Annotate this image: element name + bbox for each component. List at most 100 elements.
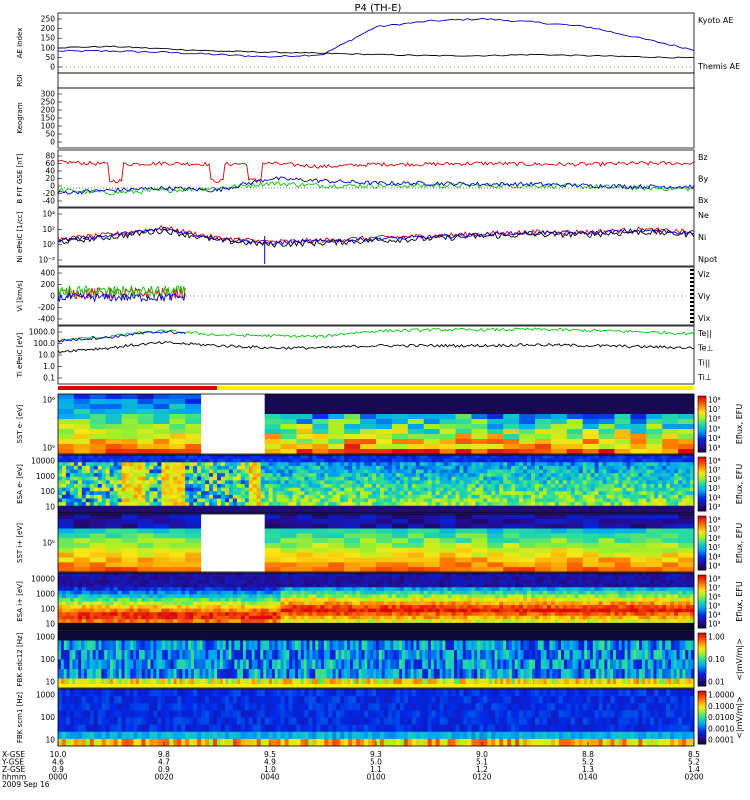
xtick-label: 4.7 [158,758,170,767]
colorbar-tick: 1.00 [708,633,725,642]
ytick-sst_e: 10⁵ [42,444,55,453]
series-ti-perp [57,327,695,343]
xaxis-row-label: Y-GSE [1,758,24,767]
colorbar-tick: 10⁸ [708,457,721,466]
ytick-esa_i: 10000 [31,575,55,584]
colorbar-label: Eflux, EFU [735,523,744,564]
ytick-ti: 1.0 [43,362,55,371]
ytick-fbk_e: 10 [45,678,55,687]
xtick-label: 0040 [260,773,279,782]
colorbar-tick: 10⁸ [708,396,721,405]
xtick-label: 4.9 [264,758,276,767]
ytick-keogram: 100 [41,122,56,131]
spectrogram-esa_i [58,573,695,631]
legend-vi: Viy [698,292,711,301]
spectrogram-esa_e [58,455,695,514]
panel-ti: Ti ePeiC [eV] 1000.0 100.0 10.0 1.0 0.1 Te|| Te… [16,325,713,385]
xtick-label: 9.0 [476,750,488,759]
colorbar-tick: 0.0010 [708,724,734,733]
xtick-label: 0120 [472,773,491,782]
colorbar-tick: 0.1000 [708,702,734,711]
ytick-fbk_e: 100 [41,655,56,664]
legend-ni: Ne [698,211,709,220]
ytick-ti: 0.1 [43,374,55,383]
ytick-ti: 100.0 [34,339,56,348]
ytick-fbk_b: 100 [41,713,56,722]
panel-fbk_e: FBK edc12 [Hz] 1000 100 10 [16,630,695,689]
colorbar-label: Eflux, EFU [735,581,744,622]
colorbar-tick: 10⁵ [708,543,721,552]
ytick-bfit: 40 [45,167,55,176]
ytick-vi: 400 [41,269,56,278]
xtick-label: 5.1 [476,758,488,767]
panel-sst_e: SST e- [eV] 10⁶ 10⁵ [16,393,695,455]
colorbar-label: Eflux, EFU [735,404,744,445]
colorbar-tick: 10⁵ [708,424,721,433]
colorbar-tick: 10⁴ [708,493,721,502]
xtick-label: 0100 [366,773,385,782]
legend-bfit: By [698,175,708,184]
colorbar-fbk_e: 1.00 0.10 0.01 <|mV/m|> [697,633,744,687]
panel-vi: Vi [km/s] 400 200 0 -200 -400 Viz Viy Vix [16,266,711,326]
xaxis-row-label: 2009 Sep 16 [2,780,50,789]
ytick-ae: 150 [41,34,56,43]
ytick-esa_i: 1000 [36,590,55,599]
xtick-label: 10.0 [50,750,67,759]
mode-bar [58,386,694,390]
series-kyoto-ae [57,17,695,58]
series-vix [57,291,186,303]
ytick-esa_i: 10 [45,620,55,629]
ytick-ti: 10.0 [38,351,55,360]
legend-vi: Viz [698,270,710,279]
xtick-label: 9.5 [264,750,276,759]
xtick-label: 0.9 [158,765,170,774]
ytick-ni: 10⁰ [42,240,55,249]
xaxis-row-label: Z-GSE [2,765,26,774]
series-viz [57,286,186,301]
ytick-ae: 50 [45,53,55,62]
ytick-keogram: 300 [41,90,56,99]
series-themis-ae [57,45,695,59]
legend-bfit: Bz [698,153,708,162]
xtick-label: 1.3 [582,765,594,774]
colorbar-tick: 10⁷ [708,525,721,534]
ytick-ni: 10⁴ [42,210,55,219]
legend-bfit: Bx [698,196,708,205]
series-viy [57,284,186,299]
colorbar-tick: 0.0001 [708,736,734,745]
ytick-keogram: 150 [41,114,56,123]
ytick-fbk_e: 1000 [36,633,55,642]
xtick-label: 0020 [154,773,173,782]
plot-title: P4 (TH-E) [355,3,402,14]
series-bz [57,159,695,184]
ytick-keogram: 250 [41,98,56,107]
colorbar-tick: 10⁶ [708,415,721,424]
xtick-label: 1.2 [476,765,488,774]
spectrogram-fbk_e [58,631,695,689]
ytick-bfit: 80 [45,152,55,161]
ytick-vi: 200 [41,280,56,289]
series-ne [57,225,695,245]
ytick-fbk_b: 1000 [36,691,55,700]
legend-ti: Ti⊥ [697,373,712,382]
colorbar-tick: 10⁷ [708,584,721,593]
xtick-label: 5.0 [370,758,382,767]
ytick-esa_e: 10000 [31,457,55,466]
ylabel-sst_i: SST i+ [eV] [16,523,24,563]
xtick-label: 8.5 [688,750,700,759]
legend-ae: Kyoto AE [698,16,733,25]
colorbar-tick: 10⁸ [708,516,721,525]
legend-ae: Themis AE [697,62,740,71]
colorbar-tick: 10³ [708,444,721,453]
ylabel-keogram: Keogram [16,102,24,133]
xtick-label: 0200 [684,773,703,782]
series-te-par [57,340,695,354]
ylabel-ni: Ni ePeiC [1/cc] [16,211,24,262]
ytick-esa_i: 100 [41,605,56,614]
